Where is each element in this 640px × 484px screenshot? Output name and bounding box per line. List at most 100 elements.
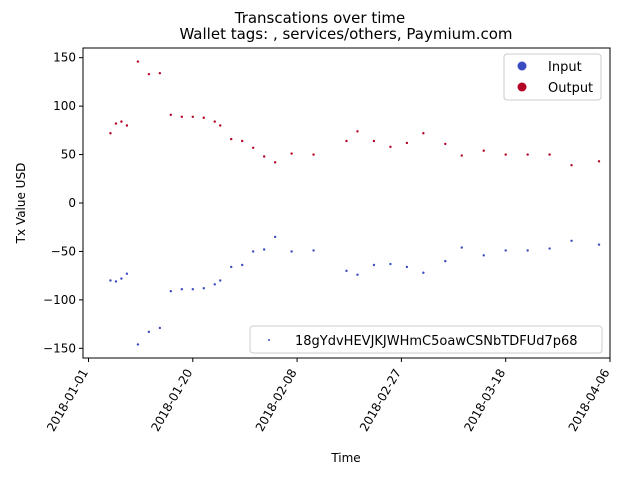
point-output xyxy=(356,130,359,133)
point-input xyxy=(290,250,293,253)
point-input xyxy=(389,262,392,266)
point-input xyxy=(504,249,507,252)
point-input xyxy=(147,330,151,334)
y-tick-label: 0 xyxy=(68,196,76,210)
point-output xyxy=(389,145,392,149)
point-input xyxy=(262,248,266,251)
point-output xyxy=(482,149,485,152)
point-output xyxy=(570,164,573,167)
x-axis-label: Time xyxy=(330,451,360,465)
point-output xyxy=(251,146,255,149)
legend-bottom: 18gYdvHEVJKJWHmC5oawCSNbTDFUd7p68 xyxy=(249,325,603,354)
point-output xyxy=(109,132,112,135)
point-input xyxy=(356,273,359,276)
point-input xyxy=(180,288,184,291)
y-tick-label: −150 xyxy=(43,341,76,355)
point-output xyxy=(526,153,529,156)
point-output xyxy=(219,124,222,127)
point-input xyxy=(219,279,222,282)
point-output xyxy=(372,139,376,143)
x-tick-label: 2018-01-01 xyxy=(44,367,91,434)
y-tick-label: 150 xyxy=(53,51,76,65)
x-tick-label: 2018-02-27 xyxy=(357,367,404,434)
point-input xyxy=(405,265,409,269)
chart-subtitle: Wallet tags: , services/others, Paymium.… xyxy=(179,25,512,43)
point-output xyxy=(191,115,194,118)
point-input xyxy=(273,235,277,239)
legend-label-output: Output xyxy=(548,81,593,96)
point-output xyxy=(158,71,162,75)
y-axis-label: Tx Value USD xyxy=(14,163,28,245)
point-output xyxy=(136,60,140,63)
point-output xyxy=(180,115,184,118)
point-input xyxy=(570,239,573,242)
point-input xyxy=(136,343,140,346)
y-tick-label: 50 xyxy=(61,148,76,162)
point-output xyxy=(125,124,129,127)
x-tick-label: 2018-03-18 xyxy=(461,366,508,433)
point-output xyxy=(240,139,244,143)
x-axis: 2018-01-01 2018-01-20 2018-02-08 2018-02-27… xyxy=(44,358,613,434)
point-output xyxy=(422,132,425,135)
point-output xyxy=(147,72,151,76)
point-input xyxy=(444,259,447,263)
point-input xyxy=(120,277,123,280)
point-output xyxy=(504,153,507,156)
point-output xyxy=(262,155,266,158)
legend-marker-output xyxy=(517,82,527,92)
point-output xyxy=(290,152,293,155)
point-output xyxy=(114,122,118,125)
plot-frame xyxy=(82,47,611,359)
point-output xyxy=(169,113,173,117)
point-input xyxy=(240,263,244,267)
point-input xyxy=(251,250,255,253)
point-input xyxy=(213,283,216,286)
legend-marker-input xyxy=(517,61,527,71)
y-tick-label: −50 xyxy=(51,244,76,258)
point-output xyxy=(460,154,463,157)
point-input xyxy=(109,279,112,282)
point-input xyxy=(202,287,205,290)
legend-box xyxy=(249,325,603,354)
point-output xyxy=(548,153,551,156)
x-tick-label: 2018-04-06 xyxy=(566,367,613,434)
point-input xyxy=(312,249,315,252)
legend-label-input: Input xyxy=(548,60,582,75)
point-input xyxy=(422,271,425,274)
point-input xyxy=(169,289,173,293)
point-input xyxy=(125,272,129,275)
point-input xyxy=(191,288,194,291)
point-output xyxy=(273,161,277,164)
y-tick-label: 100 xyxy=(53,99,76,113)
point-input xyxy=(372,263,376,267)
point-output xyxy=(120,120,123,123)
point-input xyxy=(460,246,463,249)
point-input xyxy=(526,249,529,252)
point-input xyxy=(158,326,162,330)
point-input xyxy=(597,243,601,246)
point-input xyxy=(345,269,348,273)
x-tick-label: 2018-01-20 xyxy=(148,367,195,434)
point-input xyxy=(482,254,485,257)
legend-label-wallet: 18gYdvHEVJKJWHmC5oawCSNbTDFUd7p68 xyxy=(295,334,578,349)
point-output xyxy=(405,141,409,145)
chart-title: Transcations over time xyxy=(234,9,406,27)
point-input xyxy=(114,280,118,283)
point-output xyxy=(213,120,216,123)
point-input xyxy=(230,265,233,269)
x-tick-label: 2018-02-08 xyxy=(253,367,300,434)
point-input xyxy=(548,247,551,250)
legend-box xyxy=(503,53,602,101)
point-output xyxy=(202,116,205,119)
point-output xyxy=(312,153,315,156)
point-output xyxy=(230,137,233,141)
legend-top: Input Output xyxy=(503,53,602,101)
point-output xyxy=(444,142,447,146)
y-axis: −150 −100 −50 0 50 100 150 xyxy=(43,51,83,355)
y-tick-label: −100 xyxy=(43,293,76,307)
point-output xyxy=(345,139,348,143)
data-points xyxy=(109,60,601,346)
legend-marker-wallet xyxy=(268,339,270,341)
